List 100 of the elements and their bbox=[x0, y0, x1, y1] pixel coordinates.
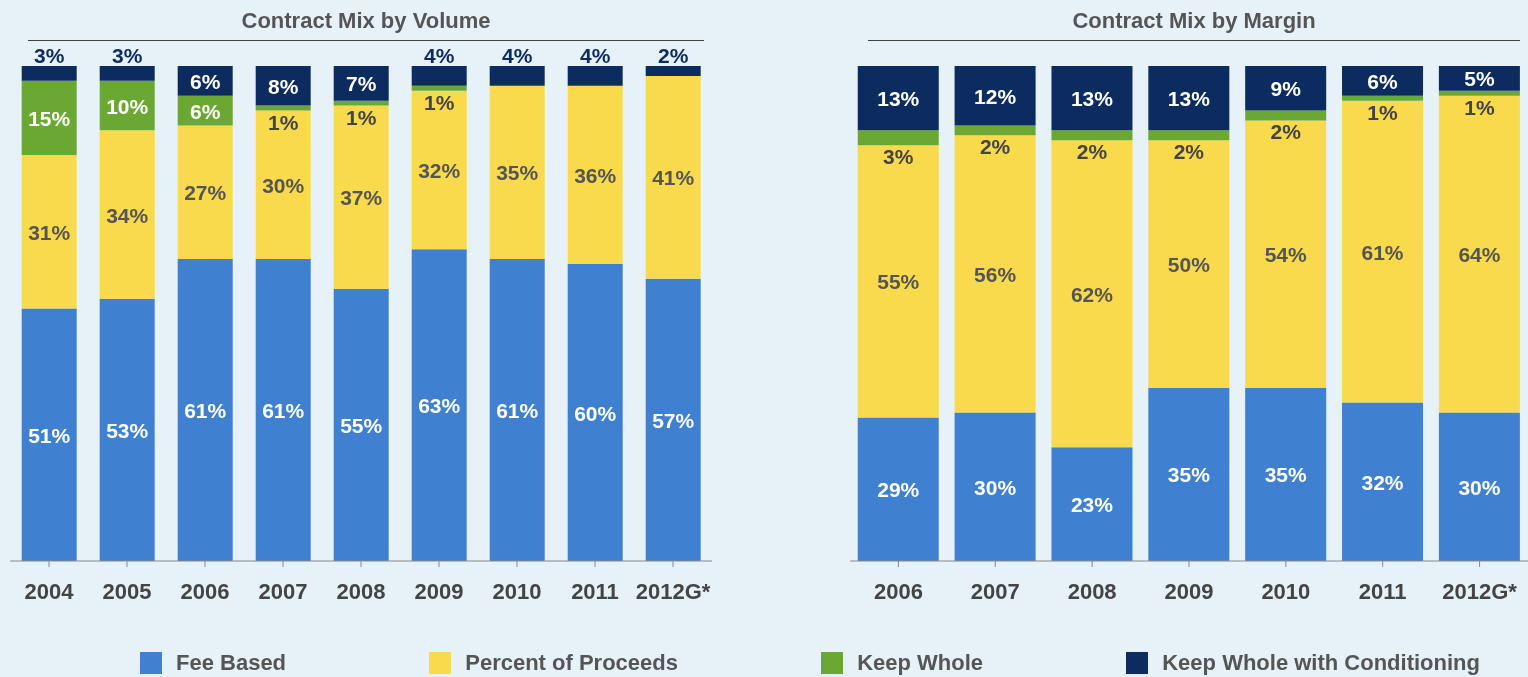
data-label: 30% bbox=[974, 475, 1017, 499]
bar bbox=[255, 110, 311, 260]
bar bbox=[567, 85, 623, 264]
bar bbox=[645, 75, 701, 279]
bar bbox=[1051, 66, 1133, 131]
bar bbox=[1245, 120, 1327, 388]
data-label: 2% bbox=[1076, 140, 1108, 164]
x-tick-label: 2006 bbox=[873, 578, 923, 604]
data-label: 64% bbox=[1458, 243, 1501, 267]
bar bbox=[567, 66, 623, 86]
bar bbox=[333, 105, 389, 289]
bar bbox=[21, 66, 77, 81]
data-label: 9% bbox=[1270, 77, 1302, 101]
x-tick-label: 2012G* bbox=[1442, 578, 1518, 604]
bar bbox=[1148, 387, 1230, 561]
bar bbox=[857, 66, 939, 131]
data-label: 35% bbox=[1167, 463, 1211, 487]
x-tick-label: 2008 bbox=[336, 578, 386, 604]
x-tick-label: 2011 bbox=[1358, 578, 1407, 604]
data-label: 15% bbox=[28, 106, 71, 130]
data-label: 29% bbox=[877, 478, 920, 502]
x-tick-label: 2011 bbox=[571, 578, 619, 604]
bar bbox=[954, 412, 1036, 561]
bar bbox=[857, 145, 939, 418]
bar bbox=[489, 85, 545, 260]
data-label: 30% bbox=[1458, 475, 1501, 499]
bar bbox=[1245, 387, 1327, 561]
bar bbox=[1342, 95, 1424, 101]
data-label: 63% bbox=[418, 394, 461, 418]
data-label: 2% bbox=[979, 135, 1011, 159]
data-label: 34% bbox=[106, 203, 149, 227]
data-label: 4% bbox=[424, 44, 455, 67]
data-label: 1% bbox=[1367, 100, 1399, 124]
data-label: 3% bbox=[112, 44, 143, 67]
bar bbox=[1438, 412, 1520, 561]
data-label: 31% bbox=[28, 220, 71, 244]
data-label: 53% bbox=[106, 418, 149, 442]
data-label: 3% bbox=[34, 44, 65, 67]
bar bbox=[1148, 66, 1230, 131]
x-tick-label: 2006 bbox=[180, 578, 230, 604]
data-label: 2% bbox=[1173, 140, 1205, 164]
data-label: 1% bbox=[346, 105, 377, 129]
data-label: 61% bbox=[496, 399, 539, 423]
bar bbox=[333, 100, 389, 106]
x-tick-label: 2008 bbox=[1067, 578, 1117, 604]
x-tick-label: 2005 bbox=[102, 578, 152, 604]
bar bbox=[99, 130, 155, 299]
data-label: 37% bbox=[340, 186, 383, 210]
data-label: 8% bbox=[268, 74, 299, 98]
bar bbox=[954, 135, 1036, 413]
data-label: 1% bbox=[1464, 95, 1495, 119]
x-tick-label: 2004 bbox=[24, 578, 75, 604]
bar bbox=[1342, 402, 1424, 561]
bar bbox=[857, 130, 939, 146]
data-label: 1% bbox=[424, 90, 455, 114]
data-label: 6% bbox=[1367, 69, 1399, 93]
x-tick-label: 2009 bbox=[1164, 578, 1214, 604]
data-label: 6% bbox=[190, 69, 221, 93]
bar bbox=[954, 125, 1036, 136]
bar bbox=[1051, 447, 1133, 561]
data-label: 57% bbox=[652, 408, 695, 432]
bar bbox=[1245, 110, 1327, 121]
bar bbox=[411, 249, 467, 561]
data-label: 6% bbox=[190, 99, 221, 123]
bar bbox=[333, 288, 389, 561]
bar bbox=[411, 90, 467, 250]
bar bbox=[645, 66, 701, 76]
data-label: 7% bbox=[346, 72, 377, 96]
bar bbox=[1438, 95, 1520, 413]
data-label: 60% bbox=[574, 401, 617, 425]
bar bbox=[1438, 90, 1520, 96]
legend-label: Percent of Proceeds bbox=[465, 650, 678, 676]
data-label: 1% bbox=[268, 110, 299, 134]
chart-title: Contract Mix by Volume bbox=[28, 0, 704, 41]
data-label: 4% bbox=[580, 44, 611, 67]
data-label: 41% bbox=[652, 166, 695, 190]
bar bbox=[21, 308, 77, 561]
data-label: 61% bbox=[184, 399, 227, 423]
bar bbox=[21, 80, 77, 156]
bar bbox=[99, 298, 155, 561]
data-label: 5% bbox=[1464, 67, 1495, 91]
data-label: 35% bbox=[1264, 463, 1308, 487]
bar bbox=[1342, 100, 1424, 403]
bar bbox=[645, 278, 701, 561]
bar bbox=[99, 66, 155, 81]
data-label: 10% bbox=[106, 94, 149, 118]
data-label: 35% bbox=[496, 161, 539, 185]
data-label: 56% bbox=[974, 262, 1017, 286]
legend-label: Fee Based bbox=[176, 650, 287, 676]
data-label: 61% bbox=[1361, 240, 1404, 264]
data-label: 23% bbox=[1070, 493, 1114, 517]
data-label: 2% bbox=[1270, 120, 1302, 144]
data-label: 13% bbox=[1167, 87, 1211, 111]
data-label: 54% bbox=[1264, 243, 1308, 267]
data-label: 4% bbox=[502, 44, 533, 67]
bar bbox=[21, 155, 77, 309]
bar bbox=[411, 66, 467, 86]
data-label: 51% bbox=[28, 423, 71, 447]
bar bbox=[954, 66, 1036, 126]
bar bbox=[567, 264, 623, 561]
